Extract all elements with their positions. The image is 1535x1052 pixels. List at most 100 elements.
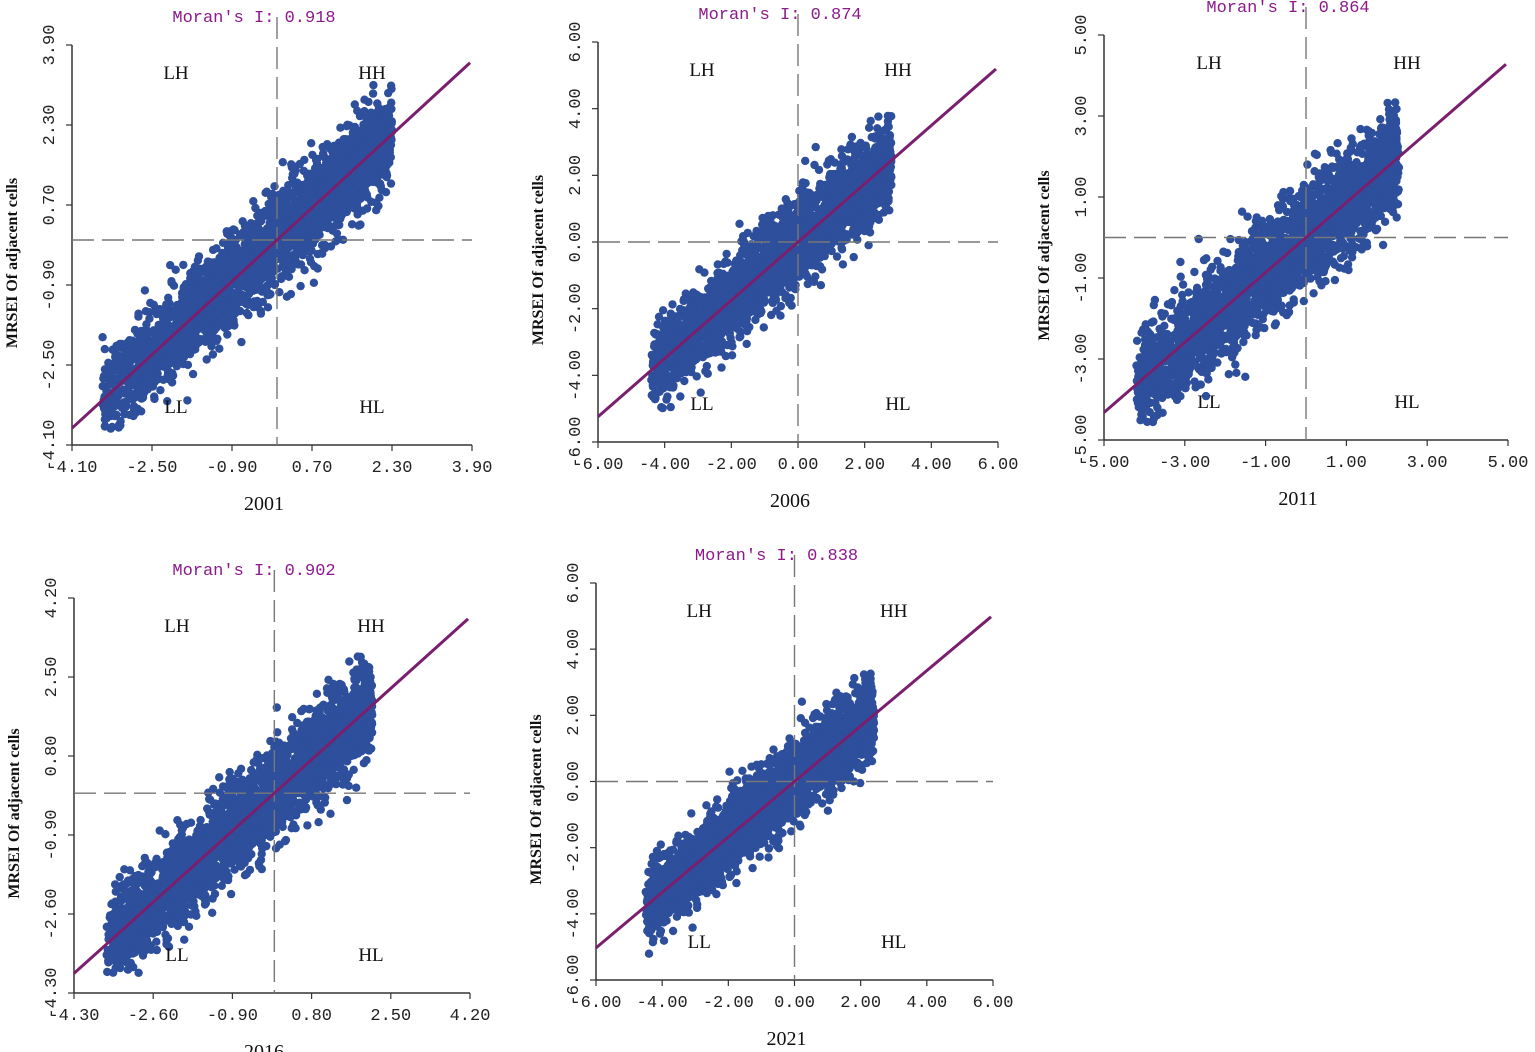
scatter-point xyxy=(354,221,363,230)
scatter-point xyxy=(277,253,286,262)
scatter-point xyxy=(111,355,121,364)
y-tick-label: 0.00 xyxy=(567,222,586,263)
scatter-point xyxy=(286,203,296,212)
scatter-point xyxy=(346,190,356,199)
scatter-point xyxy=(179,299,188,308)
scatter-point xyxy=(864,241,873,250)
scatter-point xyxy=(296,281,305,291)
scatter-point xyxy=(735,317,745,327)
scatter-point xyxy=(258,283,268,292)
scatter-point xyxy=(186,274,195,283)
scatter-point xyxy=(230,296,240,305)
scatter-point xyxy=(207,342,216,351)
y-tick-label: 0.70 xyxy=(41,185,60,226)
scatter-point xyxy=(307,176,317,186)
scatter-point xyxy=(99,374,108,383)
scatter-point xyxy=(658,306,668,315)
scatter-point xyxy=(100,344,110,354)
scatter-panel-2001: -4.10 -2.50 -0.90 0.70 2.30 3.90-4.10-2.50-0.… xyxy=(4,9,492,515)
x-tick-label: 3.90 xyxy=(452,459,493,478)
quadrant-label-bottom-left: LL xyxy=(164,397,187,418)
scatter-point xyxy=(118,386,127,395)
y-tick-label: -6.00 xyxy=(567,416,586,467)
y-axis-label: MRSEI Of adjacent cells xyxy=(4,178,21,348)
scatter-point xyxy=(230,226,239,235)
scatter-point xyxy=(680,376,689,386)
scatter-point xyxy=(767,310,776,320)
scatter-point xyxy=(781,195,790,204)
scatter-point xyxy=(116,421,125,430)
scatter-point xyxy=(300,155,309,165)
scatter-point xyxy=(183,396,192,405)
scatter-point xyxy=(261,272,270,281)
scatter-point xyxy=(205,287,214,297)
scatter-point xyxy=(270,198,280,208)
scatter-point xyxy=(347,159,357,168)
scatter-point xyxy=(217,317,227,326)
scatter-point xyxy=(776,301,786,311)
scatter-point xyxy=(150,392,159,401)
scatter-point xyxy=(308,150,317,160)
scatter-point xyxy=(356,175,365,184)
scatter-point xyxy=(296,189,305,198)
scatter-point xyxy=(738,246,747,255)
scatter-point xyxy=(368,89,378,98)
scatter-point xyxy=(837,245,847,254)
scatter-point xyxy=(879,208,889,217)
scatter-point xyxy=(164,293,173,302)
scatter-point xyxy=(801,156,810,166)
scatter-point xyxy=(140,376,150,386)
scatter-point xyxy=(121,401,130,410)
scatter-point xyxy=(761,249,770,258)
scatter-point xyxy=(870,213,879,223)
scatter-point xyxy=(325,144,335,153)
y-tick-label: 4.00 xyxy=(567,88,586,129)
scatter-point xyxy=(344,143,353,153)
scatter-point xyxy=(194,273,204,283)
y-tick-label: 6.00 xyxy=(567,22,586,63)
scatter-point xyxy=(814,165,824,175)
y-tick-label: -4.00 xyxy=(567,350,586,401)
scatter-point xyxy=(225,316,235,326)
x-tick-label: 6.00 xyxy=(978,456,1019,475)
scatter-point xyxy=(837,145,846,154)
scatter-point xyxy=(243,236,252,245)
scatter-point xyxy=(166,261,175,270)
scatter-point xyxy=(798,182,807,192)
scatter-point xyxy=(376,155,386,164)
scatter-point xyxy=(149,329,158,338)
scatter-point xyxy=(267,273,276,283)
x-tick-label: -0.90 xyxy=(206,459,257,478)
scatter-point xyxy=(306,258,316,267)
scatter-point xyxy=(869,197,878,206)
scatter-point xyxy=(319,202,328,211)
scatter-point xyxy=(152,375,162,384)
scatter-point xyxy=(715,268,724,278)
scatter-point xyxy=(360,107,369,116)
scatter-point xyxy=(130,325,140,335)
scatter-points xyxy=(647,111,896,413)
scatter-point xyxy=(186,280,195,289)
scatter-point xyxy=(194,252,204,261)
scatter-point xyxy=(779,274,789,284)
scatter-point xyxy=(325,169,334,178)
scatter-point xyxy=(370,118,379,127)
scatter-point xyxy=(354,191,363,200)
scatter-point xyxy=(284,241,294,251)
scatter-point xyxy=(236,280,245,290)
scatter-point xyxy=(173,300,182,310)
scatter-point xyxy=(282,292,292,301)
scatter-point xyxy=(369,177,378,187)
scatter-point xyxy=(208,350,218,359)
scatter-point xyxy=(138,393,148,402)
scatter-point xyxy=(100,421,110,430)
scatter-point xyxy=(210,325,219,335)
x-tick-label: -2.00 xyxy=(706,456,757,475)
scatter-point xyxy=(739,237,749,247)
scatter-point xyxy=(777,212,787,221)
scatter-point xyxy=(658,403,667,413)
scatter-point xyxy=(681,295,690,304)
scatter-point xyxy=(137,326,146,336)
x-tick-label: 4.00 xyxy=(911,456,952,475)
